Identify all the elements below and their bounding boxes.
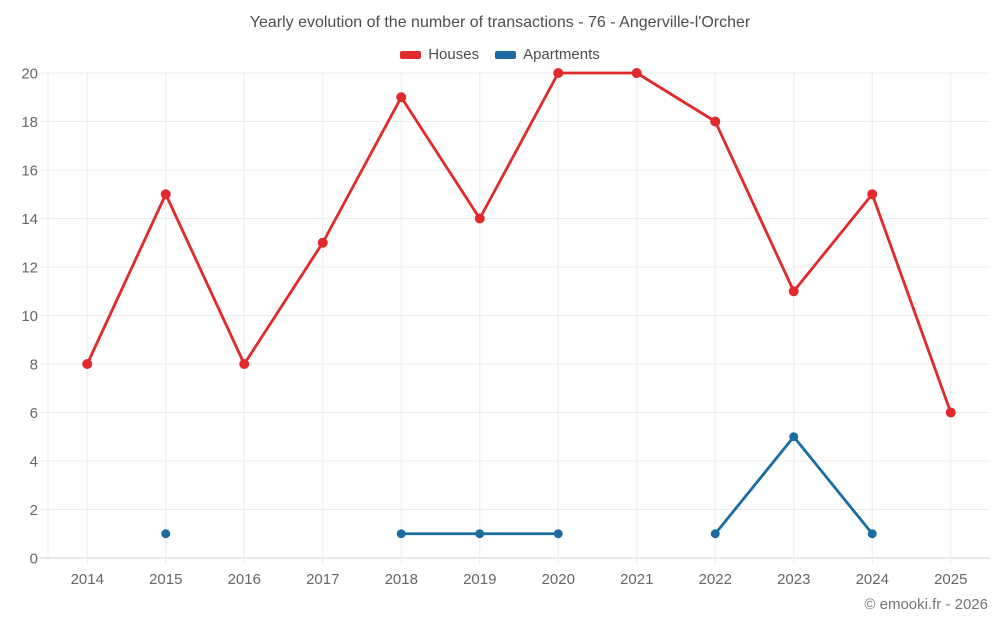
copyright-text: © emooki.fr - 2026 <box>864 596 988 613</box>
y-tick-label: 8 <box>30 357 38 374</box>
y-tick-label: 14 <box>21 211 38 228</box>
houses-data-point <box>160 189 171 200</box>
x-tick-label: 2022 <box>699 571 732 588</box>
x-tick-label: 2021 <box>620 571 653 588</box>
y-tick-label: 2 <box>30 502 38 519</box>
houses-data-point <box>474 213 485 224</box>
x-tick-label: 2025 <box>934 571 967 588</box>
houses-data-point <box>631 68 642 78</box>
x-tick-label: 2023 <box>777 571 810 588</box>
apartments-data-point <box>475 529 485 539</box>
apartments-data-point <box>867 529 877 539</box>
x-tick-label: 2017 <box>306 571 339 588</box>
x-tick-label: 2024 <box>856 571 889 588</box>
x-tick-label: 2018 <box>385 571 418 588</box>
houses-data-point <box>553 68 564 78</box>
x-tick-label: 2015 <box>149 571 182 588</box>
legend-item-apartments[interactable]: Apartments <box>495 46 600 63</box>
y-tick-label: 4 <box>30 454 38 471</box>
houses-data-point <box>396 92 407 103</box>
houses-series-line <box>85 71 953 414</box>
chart-title: Yearly evolution of the number of transa… <box>249 14 751 31</box>
legend-item-houses[interactable]: Houses <box>400 46 479 63</box>
apartments-data-point <box>553 529 563 539</box>
apartments-data-point <box>396 529 406 539</box>
houses-data-point <box>317 237 328 248</box>
houses-data-point <box>239 359 250 369</box>
apartments-data-point <box>161 529 171 539</box>
houses-data-point <box>82 359 93 369</box>
legend-label-houses: Houses <box>428 46 480 63</box>
y-tick-label: 20 <box>21 66 38 83</box>
y-tick-label: 10 <box>21 308 38 325</box>
y-tick-label: 12 <box>21 260 38 277</box>
houses-data-point <box>788 286 799 297</box>
legend-label-apartments: Apartments <box>523 46 600 63</box>
houses-series-swatch-icon <box>400 50 422 59</box>
chart-legend: Houses Apartments <box>0 46 1000 63</box>
houses-data-point <box>945 407 956 418</box>
y-tick-label: 16 <box>21 163 38 180</box>
x-tick-label: 2019 <box>463 571 496 588</box>
apartments-series-swatch-icon <box>495 50 517 59</box>
y-tick-label: 0 <box>30 551 38 568</box>
x-tick-label: 2016 <box>228 571 261 588</box>
houses-data-point <box>710 116 721 127</box>
apartments-data-point <box>789 432 799 442</box>
apartments-data-point <box>710 529 720 539</box>
y-tick-label: 18 <box>21 114 38 131</box>
houses-data-point <box>867 189 878 200</box>
x-tick-label: 2020 <box>542 571 575 588</box>
x-tick-label: 2014 <box>71 571 104 588</box>
y-tick-label: 6 <box>30 405 38 422</box>
